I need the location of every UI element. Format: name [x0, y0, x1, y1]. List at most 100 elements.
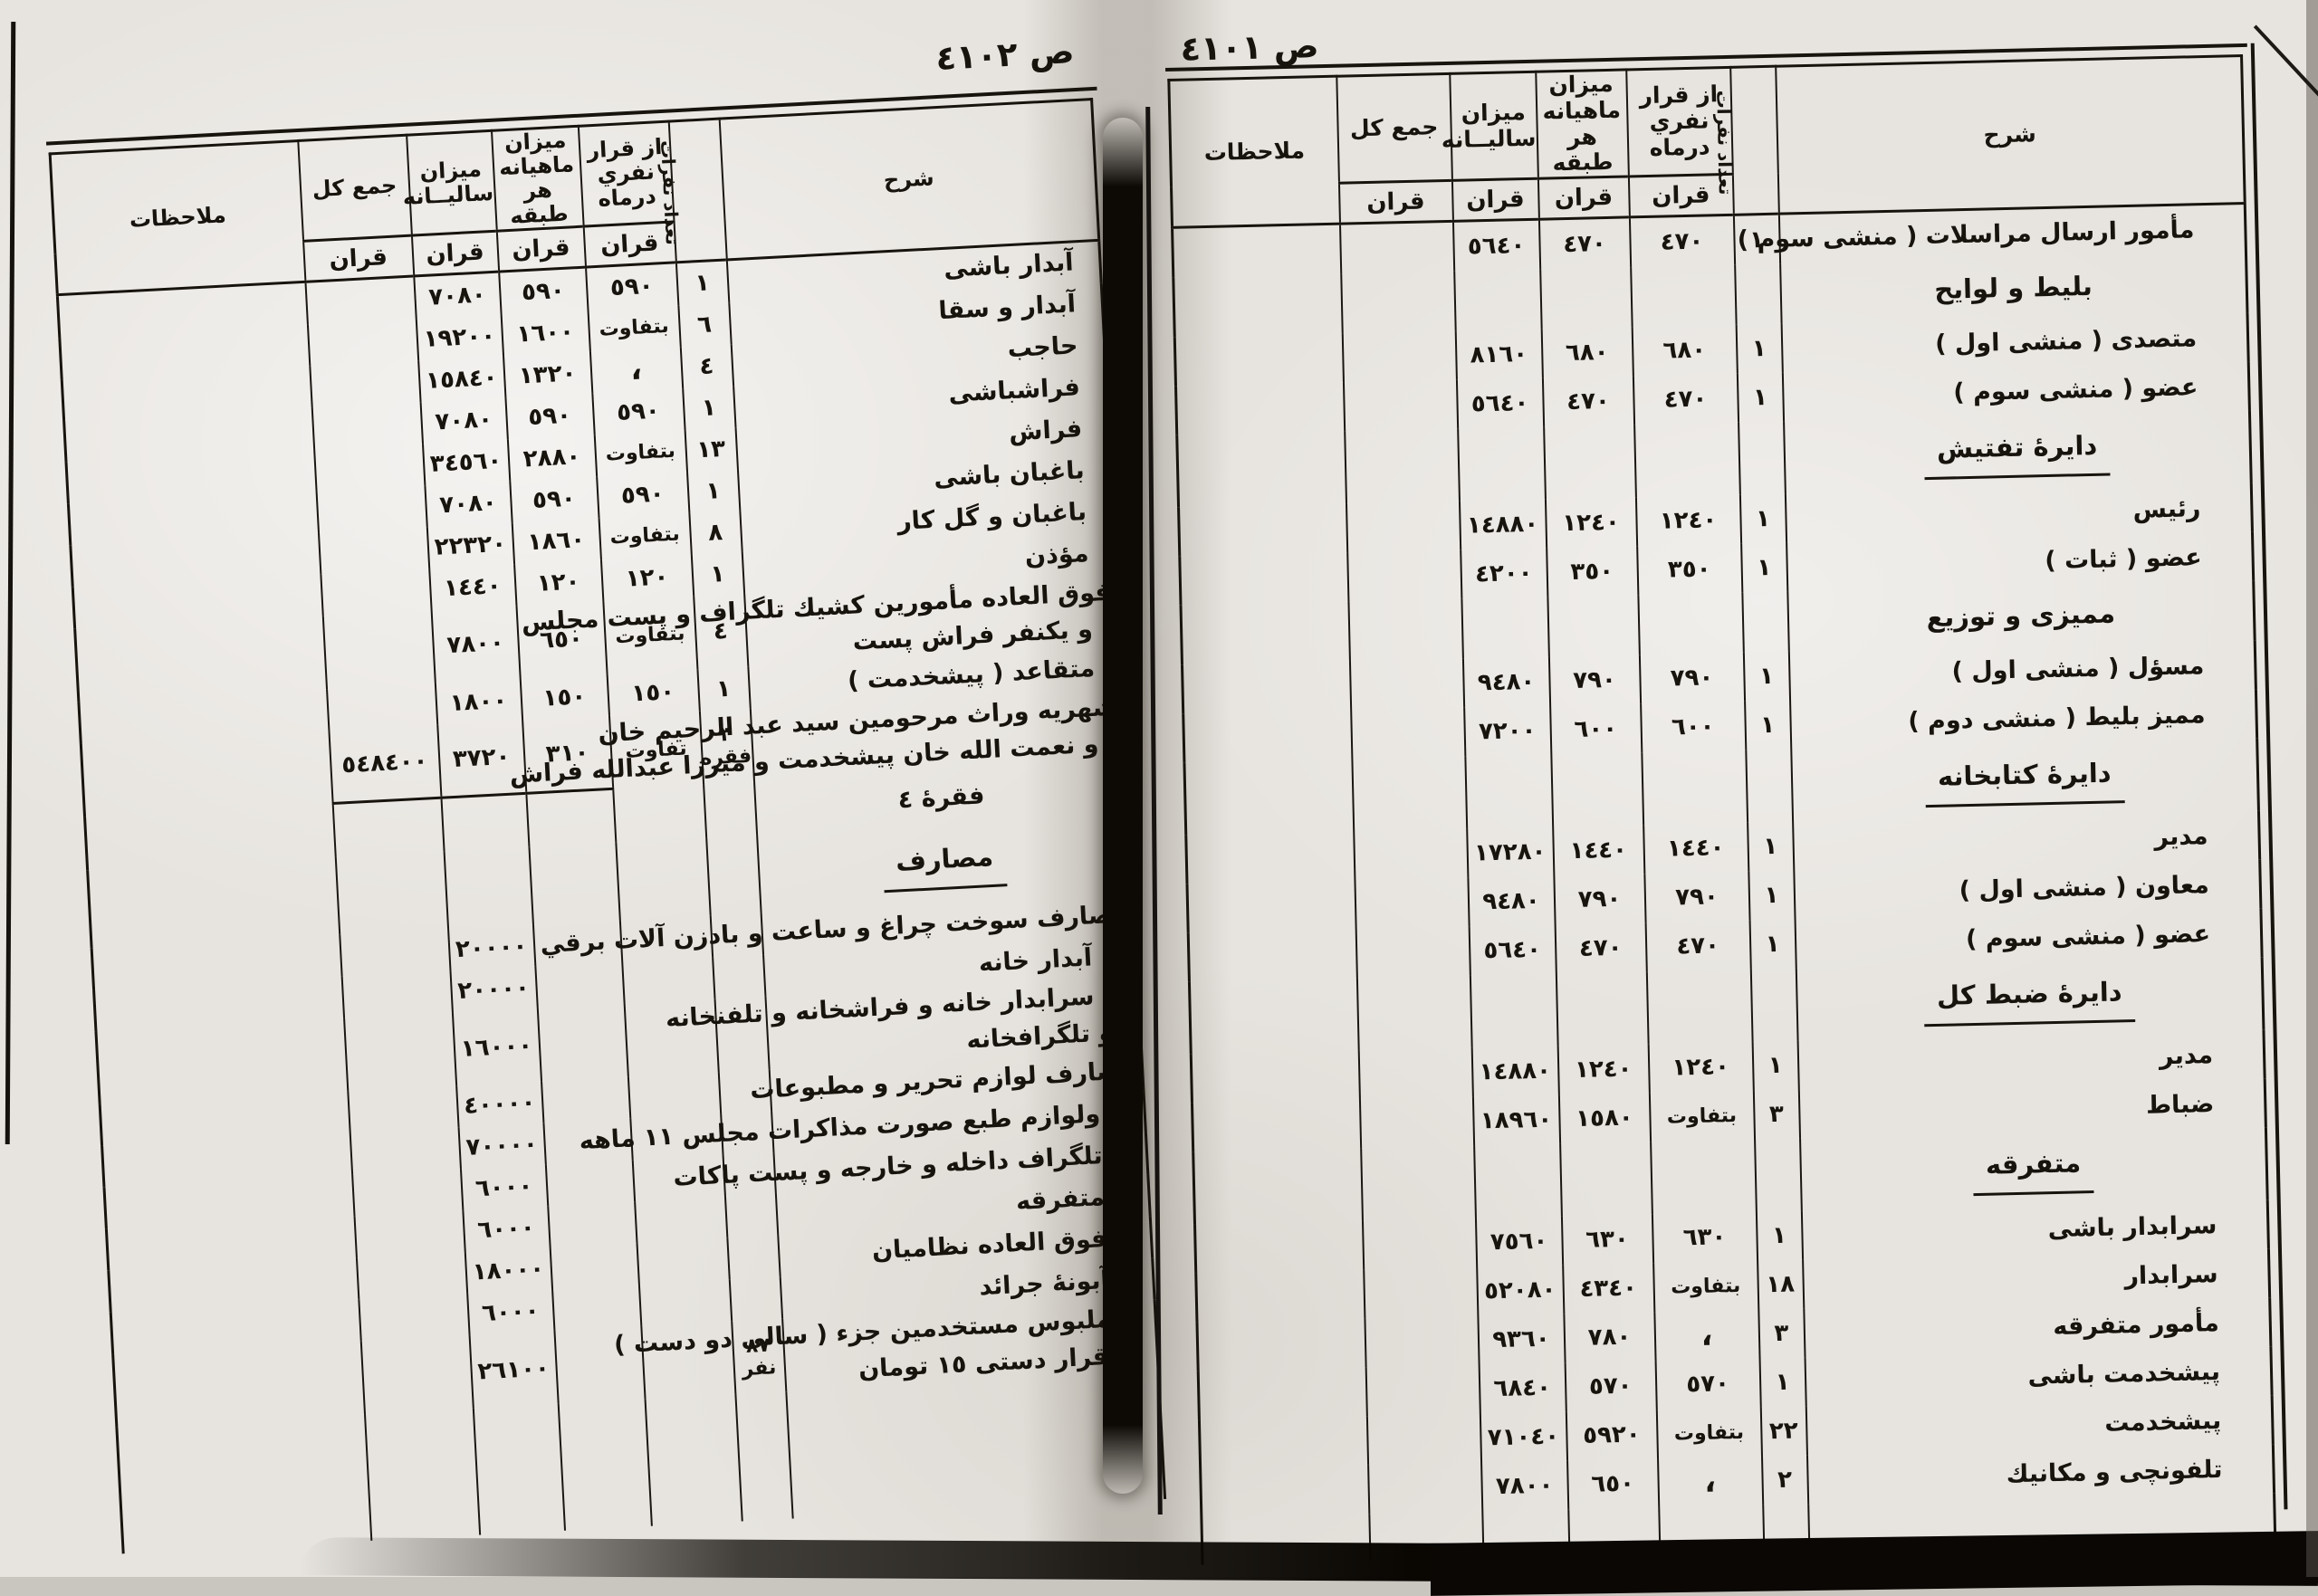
page-number-left: ص ٤١٠٢ — [934, 32, 1076, 78]
notes-cell — [1185, 831, 1355, 884]
col-header-notes: ملاحظات — [1168, 76, 1340, 228]
count-cell — [729, 1276, 782, 1322]
monthly-cell: ٤٧٠ — [1555, 922, 1647, 974]
notes-cell — [1198, 1367, 1367, 1420]
annual-cell — [1473, 1143, 1562, 1219]
per-cell — [634, 1196, 727, 1244]
annual-cell: ٤٢٠٠ — [1460, 548, 1547, 599]
desc-cell: دايرهٔ تفتيش — [1783, 410, 2252, 494]
unit-qiran: قران — [1338, 180, 1453, 225]
annual-cell: ٣٤٥٦٠ — [422, 438, 510, 485]
monthly-cell: ٢٨٨٠ — [507, 434, 597, 481]
desc-cell: متفرقه — [1799, 1127, 2268, 1211]
notes-cell — [1179, 552, 1348, 606]
annual-cell: ١٤٨٨٠ — [1471, 1046, 1559, 1097]
annual-cell: ٤٠٠٠٠ — [455, 1081, 543, 1128]
monthly-cell: ٦٨٠ — [1541, 327, 1633, 378]
ledger-table-left: شرح تعداد نفرات از قرار نفري درماه ميزان… — [48, 98, 1167, 1554]
monthly-cell — [537, 1003, 628, 1082]
annual-cell: ١٥٨٤٠ — [417, 355, 505, 402]
notes-cell — [1176, 431, 1346, 508]
annual-cell: ٧٢٠٠ — [1463, 705, 1551, 757]
col-header-desc: شرح — [1775, 55, 2246, 215]
total-cell — [1363, 1266, 1478, 1319]
notes-cell — [1186, 880, 1356, 933]
col-header-annual: ميزان ساليــانه — [1441, 72, 1538, 181]
ledger-table-right: شرح تعداد نفرات از قرار نفري درماه ميزان… — [1167, 54, 2277, 1565]
unit-qiran: قران — [302, 234, 414, 282]
per-cell: ٤٧٠ — [1633, 373, 1738, 425]
count-cell — [734, 1391, 793, 1522]
per-cell: ٧٩٠ — [1639, 652, 1745, 704]
per-cell: ١٢٤٠ — [1635, 494, 1741, 547]
total-cell — [343, 1012, 456, 1092]
annual-cell: ٩٤٨٠ — [1467, 875, 1556, 927]
monthly-cell — [1543, 425, 1636, 500]
per-cell — [615, 837, 711, 921]
col-header-monthly: ميزان ماهيانه هر طبقه — [1535, 69, 1629, 179]
book-gutter — [1103, 118, 1143, 1494]
per-cell: ١٢٠ — [600, 554, 694, 601]
page-4101: ص ٤١٠١ شرح تعداد نفرات از قرار نفري درما… — [1167, 26, 2277, 1565]
total-cell — [1342, 330, 1457, 383]
annual-cell: ٧٨٠٠ — [431, 605, 521, 683]
total-cell — [1349, 658, 1464, 711]
notes-cell — [1196, 1318, 1366, 1371]
annual-cell: ٧١٠٤٠ — [1480, 1411, 1567, 1463]
notes-cell — [1188, 929, 1357, 982]
annual-cell: ١٩٢٠٠ — [416, 314, 503, 360]
notes-cell — [1199, 1416, 1368, 1469]
per-cell: ، — [1653, 1309, 1760, 1362]
desc-cell: دايرهٔ كتابخانه — [1790, 738, 2259, 822]
per-cell — [1650, 1139, 1757, 1215]
count-cell: ١ — [1739, 493, 1786, 544]
per-cell — [638, 1279, 732, 1326]
notes-cell — [1182, 661, 1351, 714]
per-cell: بتفاوت — [1649, 1090, 1755, 1142]
annual-cell: ٦٨٤٠ — [1479, 1362, 1566, 1414]
monthly-cell: ٥٩٠ — [504, 392, 595, 439]
count-cell: ١ — [686, 468, 740, 513]
notes-cell — [1181, 601, 1350, 665]
per-cell: بتفاوت — [1652, 1260, 1758, 1313]
count-cell: ١٨ — [1757, 1259, 1804, 1310]
count-cell: ١ — [696, 666, 751, 712]
col-header-count: تعداد نفرات — [656, 119, 727, 263]
unit-qiran: قران — [496, 225, 586, 272]
unit-qiran: قران — [411, 230, 499, 276]
notes-cell — [1172, 224, 1341, 278]
monthly-cell: ٧٩٠ — [1553, 874, 1646, 925]
notes-cell — [1174, 333, 1344, 387]
total-cell — [339, 929, 451, 977]
monthly-cell — [551, 1285, 641, 1332]
monthly-cell: ١٥٠ — [520, 674, 609, 721]
count-cell: ١ — [1748, 870, 1796, 921]
section-title: دايرهٔ كتابخانه — [1924, 752, 2125, 808]
annual-cell: ٧٠٨٠ — [420, 397, 508, 444]
total-cell — [1359, 1096, 1474, 1149]
total-cell — [341, 970, 453, 1018]
monthly-cell: ٤٣٤٠ — [1562, 1263, 1654, 1314]
total-cell — [1353, 828, 1468, 881]
count-cell — [1734, 263, 1782, 325]
count-cell — [726, 1235, 781, 1280]
monthly-cell: ٧٨٠ — [1563, 1312, 1656, 1363]
monthly-cell — [550, 1243, 639, 1290]
total-cell — [1356, 975, 1472, 1051]
monthly-cell: ١٦٠٠ — [501, 310, 590, 356]
per-cell: ٧٩٠ — [1643, 871, 1750, 923]
annual-cell — [444, 846, 533, 930]
total-cell — [1358, 1047, 1473, 1100]
total-cell — [350, 1127, 461, 1175]
count-cell — [1738, 421, 1786, 495]
annual-cell: ١٨٠٠٠ — [465, 1247, 552, 1294]
annual-cell: ٢٢٣٢٠ — [426, 521, 514, 569]
total-cell — [358, 1293, 470, 1342]
count-cell: ١ — [1752, 1040, 1799, 1091]
count-cell: ١ — [1756, 1210, 1803, 1261]
count-cell: ١ — [1744, 700, 1791, 750]
total-cell — [1343, 379, 1458, 432]
count-cell: ٢٢ — [1760, 1406, 1807, 1457]
per-cell: ٥٩٠ — [591, 387, 685, 435]
